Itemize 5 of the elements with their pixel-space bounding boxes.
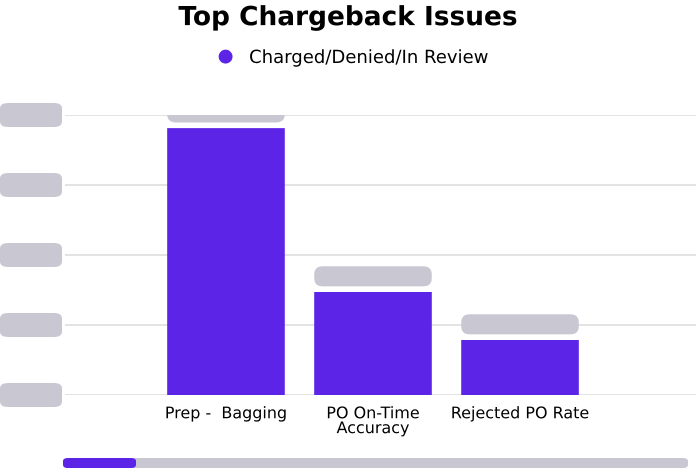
x-tick-label: PO On-Time Accuracy — [328, 406, 419, 436]
chart-title: Top Chargeback Issues — [178, 5, 516, 31]
legend-label: Charged/Denied/In Review — [250, 49, 488, 67]
x-tick-label: Prep - Bagging — [166, 406, 286, 422]
x-tick-label: Rejected PO Rate — [452, 406, 588, 422]
